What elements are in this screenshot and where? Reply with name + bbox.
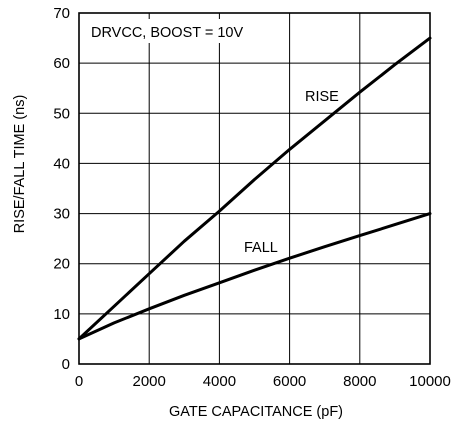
y-axis-title: RISE/FALL TIME (ns) — [12, 95, 28, 234]
x-tick-labels: 0 2000 4000 6000 8000 10000 — [75, 373, 451, 390]
series-line-rise — [77, 36, 432, 341]
y-tick-label: 0 — [62, 356, 70, 373]
x-tick-label: 2000 — [133, 373, 166, 390]
annotation-background — [87, 19, 263, 43]
y-tick-label: 10 — [53, 306, 70, 323]
y-tick-label: 70 — [53, 5, 70, 22]
series-lines — [77, 36, 432, 341]
y-tick-label: 30 — [53, 206, 70, 223]
x-tick-label: 0 — [75, 373, 83, 390]
fall-label: FALL — [244, 240, 278, 256]
x-tick-label: 4000 — [203, 373, 236, 390]
condition-annotation: DRVCC, BOOST = 10V — [91, 25, 244, 41]
y-tick-label: 40 — [53, 155, 70, 172]
series-line-fall — [77, 212, 432, 341]
y-tick-labels: 0 10 20 30 40 50 60 70 — [53, 5, 70, 373]
y-tick-label: 50 — [53, 105, 70, 122]
x-tick-label: 6000 — [273, 373, 306, 390]
y-tick-label: 60 — [53, 55, 70, 72]
rise-label: RISE — [305, 89, 339, 105]
y-tick-label: 20 — [53, 256, 70, 273]
grid-lines — [79, 13, 430, 364]
x-axis-title: GATE CAPACITANCE (pF) — [169, 404, 343, 420]
plot-frame — [78, 12, 431, 365]
x-tick-label: 10000 — [409, 373, 451, 390]
x-tick-label: 8000 — [343, 373, 376, 390]
